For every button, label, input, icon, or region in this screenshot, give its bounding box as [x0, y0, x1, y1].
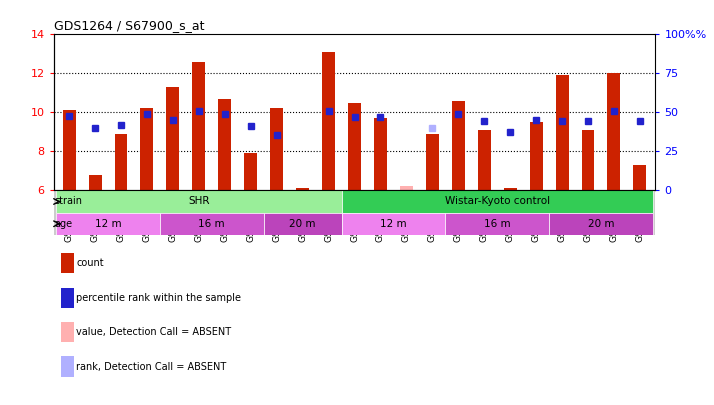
Text: 12 m: 12 m [95, 219, 121, 229]
Bar [446, 213, 549, 235]
Bar [89, 175, 101, 190]
Bar [322, 52, 335, 190]
Bar [341, 213, 446, 235]
Bar [56, 213, 160, 235]
Text: count: count [76, 258, 104, 268]
Bar [244, 153, 257, 190]
Text: SHR: SHR [188, 196, 210, 207]
Text: rank, Detection Call = ABSENT: rank, Detection Call = ABSENT [76, 362, 226, 371]
Text: 12 m: 12 m [380, 219, 407, 229]
Bar [63, 111, 76, 190]
Bar [192, 62, 206, 190]
Text: 20 m: 20 m [289, 219, 316, 229]
Bar [426, 134, 439, 190]
Bar [296, 188, 309, 190]
Bar [341, 190, 653, 213]
Text: 16 m: 16 m [198, 219, 225, 229]
Bar [608, 73, 620, 190]
Text: 20 m: 20 m [588, 219, 614, 229]
Text: Wistar-Kyoto control: Wistar-Kyoto control [445, 196, 550, 207]
Bar [218, 99, 231, 190]
Bar [503, 188, 517, 190]
Bar [263, 213, 341, 235]
Bar [56, 190, 341, 213]
Bar [452, 101, 465, 190]
Bar [270, 109, 283, 190]
Text: percentile rank within the sample: percentile rank within the sample [76, 293, 241, 303]
Bar [549, 213, 653, 235]
Bar [141, 109, 154, 190]
Bar [633, 165, 646, 190]
Text: value, Detection Call = ABSENT: value, Detection Call = ABSENT [76, 327, 231, 337]
Text: 16 m: 16 m [484, 219, 511, 229]
Bar [160, 213, 263, 235]
Text: age: age [54, 219, 72, 229]
Bar [581, 130, 595, 190]
Text: GDS1264 / S67900_s_at: GDS1264 / S67900_s_at [54, 19, 204, 32]
Bar [166, 87, 179, 190]
Bar [348, 102, 361, 190]
Bar [114, 134, 128, 190]
Bar [478, 130, 491, 190]
Bar [530, 122, 543, 190]
Bar [400, 186, 413, 190]
Bar [555, 75, 568, 190]
Bar [374, 118, 387, 190]
Text: strain: strain [54, 196, 82, 207]
